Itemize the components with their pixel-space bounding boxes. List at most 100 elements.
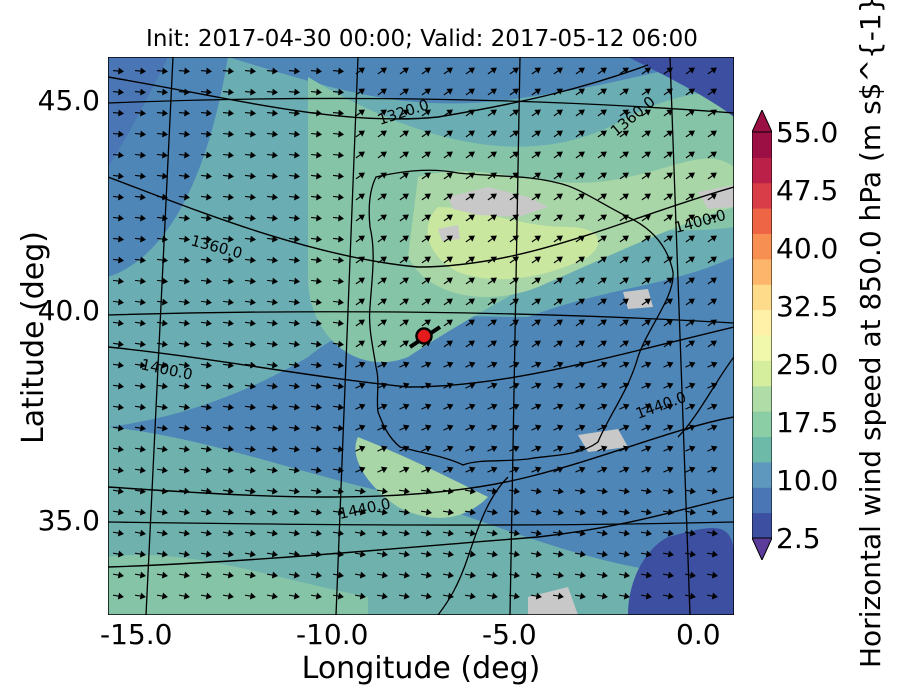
wind-arrow bbox=[222, 214, 234, 222]
wind-arrow bbox=[178, 466, 190, 474]
wind-arrow bbox=[399, 466, 410, 473]
wind-arrow bbox=[222, 256, 234, 264]
wind-arrow bbox=[310, 298, 322, 306]
wind-arrow bbox=[421, 193, 431, 201]
wind-arrow bbox=[531, 172, 541, 180]
wind-arrow bbox=[641, 151, 651, 159]
wind-arrow bbox=[332, 277, 344, 285]
wind-arrow bbox=[156, 361, 168, 369]
wind-arrow bbox=[134, 130, 147, 138]
wind-arrow bbox=[619, 277, 629, 285]
wind-arrow bbox=[619, 67, 629, 75]
wind-arrow bbox=[465, 277, 475, 285]
wind-arrow bbox=[244, 277, 256, 285]
wind-arrow bbox=[487, 67, 497, 75]
wind-arrow bbox=[597, 193, 607, 201]
wind-arrow bbox=[531, 424, 542, 431]
wind-arrow bbox=[663, 340, 673, 348]
wind-arrow bbox=[310, 550, 322, 558]
wind-arrow bbox=[530, 487, 542, 495]
wind-arrow bbox=[244, 172, 257, 180]
colorbar-extend-min bbox=[751, 537, 773, 562]
wind-arrow bbox=[509, 193, 519, 201]
wind-arrow bbox=[597, 67, 607, 75]
x-tick-label: 0.0 bbox=[676, 618, 721, 651]
wind-arrow bbox=[684, 571, 696, 579]
wind-arrow bbox=[663, 130, 673, 138]
wind-arrow bbox=[619, 382, 630, 389]
wind-arrow bbox=[465, 235, 475, 243]
wind-arrow bbox=[244, 235, 256, 243]
wind-arrow bbox=[509, 361, 520, 368]
wind-arrow bbox=[355, 193, 365, 201]
wind-arrow bbox=[487, 235, 497, 243]
wind-arrow bbox=[310, 382, 322, 390]
wind-arrow bbox=[421, 151, 431, 159]
wind-arrow bbox=[332, 550, 344, 558]
wind-arrow bbox=[244, 592, 256, 600]
wind-arrow bbox=[421, 214, 431, 222]
wind-arrow bbox=[530, 571, 542, 579]
wind-arrow bbox=[443, 67, 453, 75]
wind-arrow bbox=[596, 571, 608, 579]
wind-arrow bbox=[222, 361, 234, 369]
wind-arrow bbox=[619, 340, 629, 348]
wind-arrow bbox=[618, 508, 630, 516]
wind-arrow bbox=[530, 550, 542, 558]
wind-arrow bbox=[288, 382, 300, 390]
wind-arrow bbox=[178, 487, 190, 495]
wind-arrow bbox=[377, 67, 387, 75]
wind-arrow bbox=[641, 466, 652, 473]
wind-arrow bbox=[443, 277, 453, 285]
wind-arrow bbox=[530, 508, 542, 516]
wind-arrow bbox=[200, 193, 213, 201]
wind-arrow bbox=[509, 466, 520, 473]
wind-arrow bbox=[508, 508, 520, 516]
y-tick-label: 45.0 bbox=[37, 84, 100, 117]
wind-arrow bbox=[487, 277, 497, 285]
x-tick-label: -5.0 bbox=[482, 618, 537, 651]
wind-arrow bbox=[641, 319, 651, 327]
wind-arrow bbox=[310, 88, 323, 96]
wind-arrow bbox=[332, 487, 344, 495]
wind-arrow bbox=[354, 550, 366, 558]
wind-arrow bbox=[575, 214, 585, 222]
wind-arrow bbox=[112, 508, 124, 516]
colorbar-segment bbox=[752, 182, 772, 209]
wind-arrow bbox=[443, 88, 453, 96]
wind-arrow bbox=[266, 298, 278, 306]
wind-arrow bbox=[685, 445, 696, 452]
wind-arrow bbox=[200, 571, 212, 579]
wind-arrow bbox=[487, 403, 498, 410]
wind-arrow bbox=[509, 424, 520, 431]
wind-arrow bbox=[684, 508, 696, 516]
wind-arrow bbox=[442, 571, 454, 579]
wind-arrow bbox=[420, 592, 432, 600]
wind-arrow bbox=[332, 172, 345, 180]
wind-arrow bbox=[531, 340, 541, 348]
wind-arrow bbox=[200, 298, 212, 306]
wind-arrow bbox=[156, 550, 168, 558]
wind-arrow bbox=[442, 487, 454, 495]
wind-arrow bbox=[442, 529, 454, 537]
wind-arrow bbox=[597, 256, 607, 264]
wind-arrow bbox=[244, 529, 256, 537]
wind-arrow bbox=[156, 571, 168, 579]
wind-arrow bbox=[509, 67, 519, 75]
coastline-africa bbox=[437, 476, 509, 616]
wind-arrow bbox=[288, 319, 300, 327]
wind-arrow bbox=[421, 256, 431, 264]
wind-arrow bbox=[134, 445, 146, 453]
wind-arrow bbox=[707, 319, 717, 327]
wind-arrow bbox=[222, 172, 235, 180]
wind-arrow bbox=[377, 130, 387, 138]
wind-arrow bbox=[376, 529, 388, 537]
wind-arrow bbox=[597, 319, 607, 327]
wind-arrow bbox=[575, 319, 585, 327]
wind-arrow bbox=[200, 508, 212, 516]
wind-arrow bbox=[597, 298, 607, 306]
wind-arrow bbox=[662, 487, 674, 495]
wind-arrow bbox=[310, 235, 322, 243]
coastline bbox=[368, 169, 674, 466]
wind-arrow bbox=[487, 88, 497, 96]
